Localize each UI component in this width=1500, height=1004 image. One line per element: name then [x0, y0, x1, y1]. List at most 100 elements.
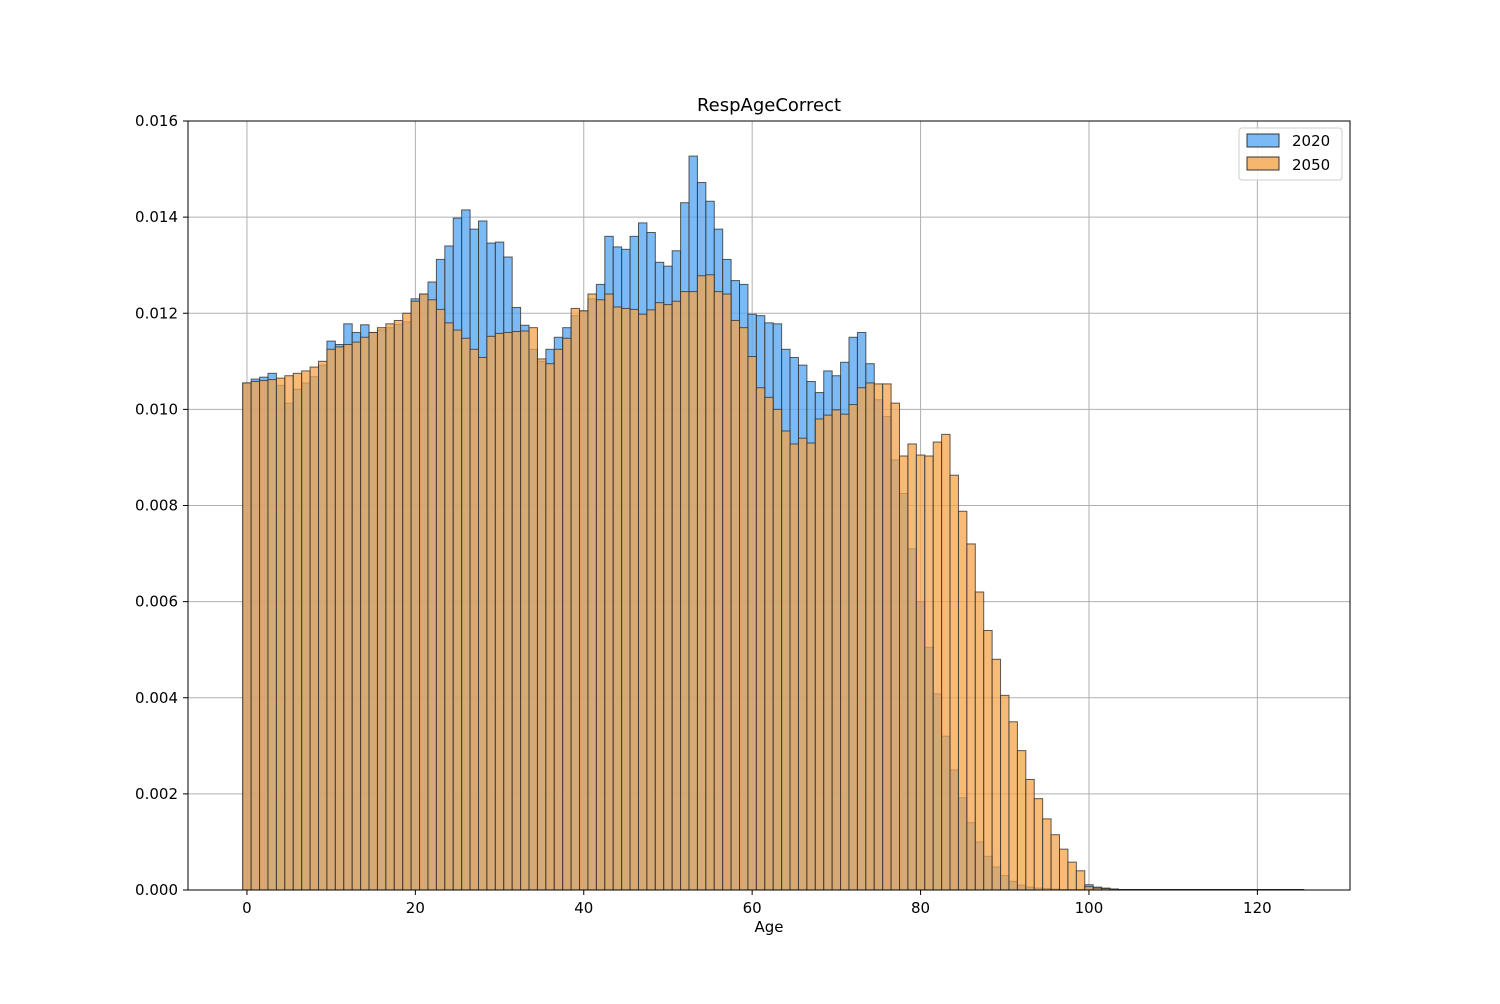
bar-2050-29 [487, 336, 495, 890]
bar-2050-43 [605, 294, 613, 890]
bar-2050-89 [992, 659, 1000, 890]
bar-2050-13 [352, 342, 360, 890]
bar-2050-33 [521, 331, 529, 890]
bar-2050-73 [857, 388, 865, 890]
bar-2050-19 [403, 313, 411, 890]
bar-2050-67 [807, 443, 815, 890]
bar-2050-84 [950, 475, 958, 890]
bar-2050-76 [883, 384, 891, 890]
bar-2050-27 [470, 349, 478, 890]
bar-2050-45 [622, 308, 630, 890]
bar-2050-41 [588, 294, 596, 890]
bar-2050-28 [479, 357, 487, 890]
x-tick-label-6: 120 [1243, 899, 1272, 917]
bar-2050-51 [672, 301, 680, 890]
bar-2050-23 [436, 309, 444, 890]
bar-2050-25 [453, 330, 461, 890]
bar-2050-37 [554, 349, 562, 890]
bar-2050-97 [1060, 849, 1068, 890]
bar-2050-79 [908, 444, 916, 890]
bar-2050-15 [369, 332, 377, 890]
bar-2050-16 [377, 328, 385, 890]
bar-2050-59 [740, 328, 748, 890]
bar-2050-2 [260, 381, 268, 890]
bar-2050-1 [251, 381, 259, 890]
x-tick-label-0: 0 [242, 899, 252, 917]
bar-2050-46 [630, 309, 638, 890]
bar-2050-5 [285, 376, 293, 890]
bar-2050-26 [462, 338, 470, 890]
bar-2050-86 [967, 544, 975, 890]
bar-2050-22 [428, 300, 436, 890]
bar-2050-3 [268, 380, 276, 890]
bar-2050-74 [866, 383, 874, 890]
bar-2050-56 [714, 292, 722, 890]
bar-2050-78 [900, 456, 908, 890]
bar-2050-93 [1026, 779, 1034, 890]
bar-2050-35 [537, 359, 545, 890]
y-tick-label-2: 0.004 [135, 689, 178, 707]
bar-2050-4 [276, 378, 284, 890]
bar-2050-90 [1001, 695, 1009, 890]
bar-2050-64 [782, 431, 790, 890]
x-tick-label-4: 80 [911, 899, 930, 917]
bar-2050-55 [706, 275, 714, 890]
x-tick-label-5: 100 [1075, 899, 1104, 917]
bar-2050-6 [293, 373, 301, 890]
legend-label-2020: 2020 [1292, 132, 1330, 150]
bar-2050-17 [386, 324, 394, 890]
x-axis-label: Age [754, 918, 783, 936]
bar-2050-57 [723, 294, 731, 890]
bar-2050-38 [563, 338, 571, 890]
bar-2050-77 [891, 403, 899, 890]
bar-2050-0 [243, 383, 251, 890]
bar-2050-63 [773, 409, 781, 890]
bar-2050-20 [411, 301, 419, 890]
bar-2050-42 [596, 300, 604, 890]
bar-2050-54 [697, 276, 705, 890]
y-tick-label-0: 0.000 [135, 881, 178, 899]
bar-2050-36 [546, 364, 554, 890]
bar-2050-60 [748, 357, 756, 890]
bar-2050-68 [815, 419, 823, 890]
bar-2050-10 [327, 349, 335, 890]
legend-swatch-2020 [1247, 134, 1279, 147]
bar-2050-83 [942, 434, 950, 890]
x-tick-label-2: 40 [574, 899, 593, 917]
x-tick-label-1: 20 [406, 899, 425, 917]
bar-2050-72 [849, 405, 857, 890]
bar-2050-98 [1068, 862, 1076, 890]
bar-2050-75 [874, 384, 882, 890]
y-tick-label-5: 0.010 [135, 400, 178, 418]
bars-layer [243, 156, 1304, 890]
bar-2050-47 [638, 314, 646, 890]
bar-2050-9 [319, 361, 327, 890]
bar-2050-87 [975, 592, 983, 890]
legend-swatch-2050 [1247, 157, 1279, 170]
y-tick-label-6: 0.012 [135, 304, 178, 322]
y-tick-label-3: 0.006 [135, 593, 178, 611]
bar-2050-31 [504, 332, 512, 890]
bar-2050-14 [361, 337, 369, 890]
x-tick-label-3: 60 [743, 899, 762, 917]
bar-2050-80 [916, 455, 924, 890]
bar-2050-100 [1085, 887, 1093, 890]
bar-2050-7 [302, 371, 310, 890]
bar-2050-18 [394, 320, 402, 890]
legend-label-2050: 2050 [1292, 156, 1330, 174]
bar-2050-8 [310, 367, 318, 890]
bar-2050-32 [512, 332, 520, 890]
y-tick-label-7: 0.014 [135, 208, 178, 226]
bar-2050-58 [731, 320, 739, 890]
bar-2050-52 [681, 292, 689, 890]
bar-2050-66 [798, 438, 806, 890]
bar-2050-24 [445, 323, 453, 890]
bar-2050-39 [571, 308, 579, 890]
bar-2050-34 [529, 328, 537, 890]
bar-2050-88 [984, 630, 992, 890]
bar-2050-91 [1009, 722, 1017, 890]
bar-2050-95 [1043, 819, 1051, 890]
y-tick-label-1: 0.002 [135, 785, 178, 803]
